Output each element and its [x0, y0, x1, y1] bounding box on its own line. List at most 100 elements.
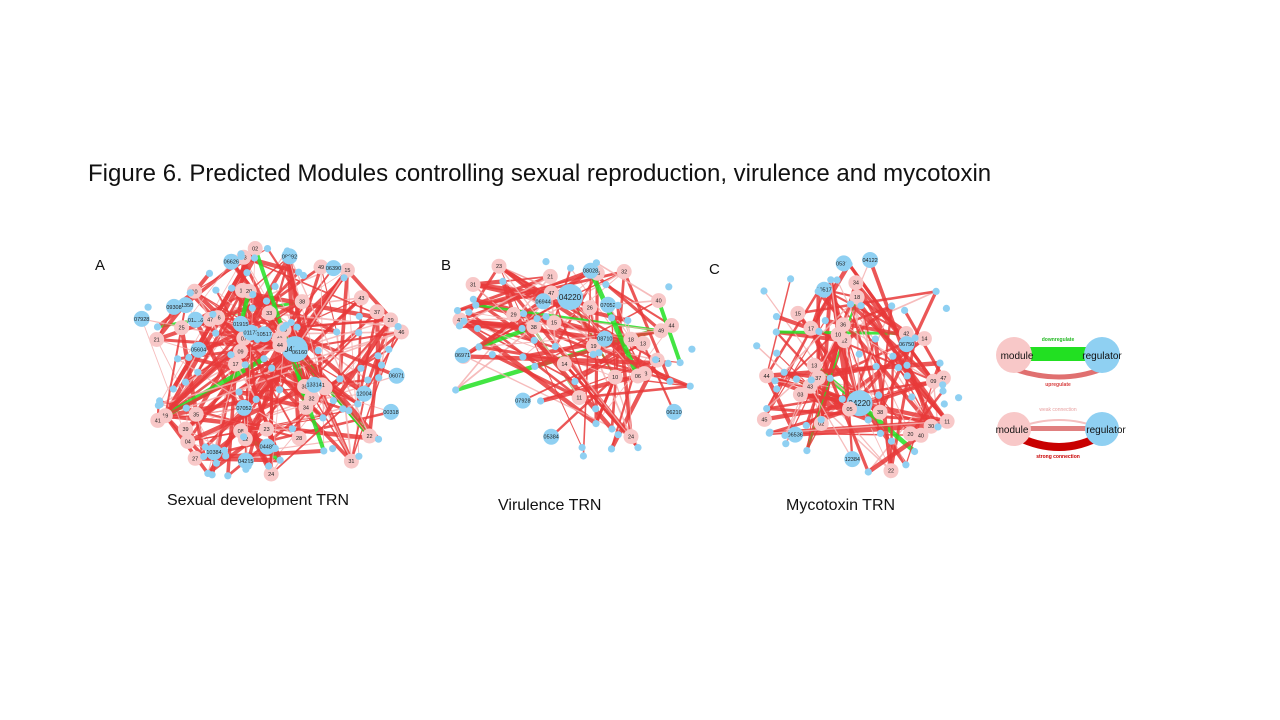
- node-label: 04220: [559, 293, 582, 302]
- node-label: 01173: [244, 331, 259, 337]
- node-label: 07928: [515, 399, 530, 405]
- regulator-node: [772, 328, 780, 336]
- edge: [286, 250, 323, 386]
- regulator-node: [453, 307, 462, 315]
- regulator-node: [753, 342, 761, 350]
- module-node: [810, 370, 826, 386]
- regulator-node: [782, 440, 790, 448]
- regulator-node: [385, 345, 393, 353]
- module-node: [228, 356, 243, 372]
- node-label: 31: [348, 459, 354, 465]
- regulator-node: [760, 287, 768, 295]
- regulator-node: [607, 445, 616, 453]
- regulator-node: [596, 330, 613, 347]
- regulator-node: [887, 437, 895, 445]
- module-node: [259, 421, 275, 437]
- regulator-node: [940, 400, 948, 408]
- node-label: 20: [246, 289, 252, 295]
- node-label: 38: [531, 325, 537, 331]
- node-label: 37: [374, 310, 380, 316]
- regulator-node: [320, 447, 328, 455]
- node-label: 23: [496, 264, 502, 270]
- regulator-node: [771, 377, 779, 385]
- regulator-node: [156, 397, 164, 405]
- module-node: [848, 275, 864, 291]
- regulator-node: [243, 269, 251, 277]
- figure-title: Figure 6. Predicted Modules controlling …: [88, 160, 992, 187]
- edge: [595, 262, 660, 302]
- regulator-node: [260, 355, 268, 363]
- regulator-node: [283, 247, 291, 255]
- edge: [579, 384, 691, 399]
- node-label: 11: [944, 419, 950, 425]
- regulator-node: [354, 400, 362, 408]
- edge: [367, 355, 380, 437]
- node-label: 49: [658, 329, 664, 335]
- node-label: 32: [308, 396, 314, 402]
- regulator-node: [664, 359, 672, 367]
- regulator-node: [535, 293, 552, 310]
- module-node: [556, 356, 572, 372]
- regulator-node: [902, 461, 910, 469]
- regulator-node: [488, 351, 496, 359]
- node-label: 15: [795, 311, 801, 317]
- regulator-node: [595, 349, 603, 357]
- node-label: 18: [628, 337, 634, 343]
- regulator-node: [875, 391, 883, 399]
- edge: [534, 337, 632, 369]
- regulator-node: [844, 451, 861, 468]
- edge: [776, 352, 811, 387]
- node-label: 14: [561, 362, 567, 368]
- regulator-node: [133, 310, 150, 327]
- regulator-node: [190, 341, 207, 358]
- regulator-node: [666, 377, 674, 385]
- node-label: 30: [928, 424, 934, 430]
- module-node: [313, 259, 329, 275]
- node-label: 04480: [260, 445, 275, 451]
- node-label: 22: [888, 469, 894, 475]
- regulator-node: [248, 304, 256, 312]
- module-node: [272, 337, 288, 353]
- module-node: [178, 421, 193, 437]
- node-label: 31: [470, 283, 476, 289]
- module-node: [923, 418, 939, 434]
- edge: [589, 269, 663, 332]
- edge: [193, 318, 274, 475]
- legend-regulator-node-2: [1085, 412, 1119, 446]
- nodes: 0422044211403183938404123241015294749061…: [452, 258, 696, 460]
- edge: [806, 340, 845, 451]
- regulator-node: [252, 395, 260, 403]
- edge: [248, 255, 290, 292]
- module-node: [849, 289, 865, 305]
- edge: [603, 337, 646, 375]
- regulator-node: [265, 462, 273, 470]
- node-label: 10: [191, 289, 197, 295]
- module-node: [623, 331, 639, 347]
- regulator-node: [889, 352, 897, 360]
- node-label: 26: [587, 306, 593, 312]
- module-node: [180, 434, 196, 449]
- regulator-node: [185, 353, 193, 362]
- regulator-node: [592, 420, 600, 428]
- module-node: [362, 428, 377, 444]
- regulator-node: [543, 428, 560, 445]
- regulator-node: [845, 260, 853, 268]
- node-label: 09: [237, 349, 243, 355]
- regulator-node: [375, 374, 383, 382]
- node-label: 04122: [862, 258, 877, 264]
- regulator-node: [652, 356, 660, 364]
- regulator-node: [862, 252, 879, 268]
- node-label: 05369: [836, 261, 851, 267]
- node-label: 10517: [257, 332, 272, 338]
- regulator-node: [894, 364, 902, 372]
- node-label: 21: [547, 274, 553, 280]
- node-label: 47: [207, 317, 213, 323]
- regulator-node: [551, 342, 559, 351]
- module-node: [542, 268, 558, 284]
- regulator-node: [939, 387, 947, 395]
- regulator-node: [932, 287, 940, 295]
- module-node: [813, 416, 829, 431]
- panel-a-caption: Sexual development TRN: [167, 492, 350, 509]
- module-node: [188, 406, 204, 422]
- regulator-node: [186, 289, 194, 297]
